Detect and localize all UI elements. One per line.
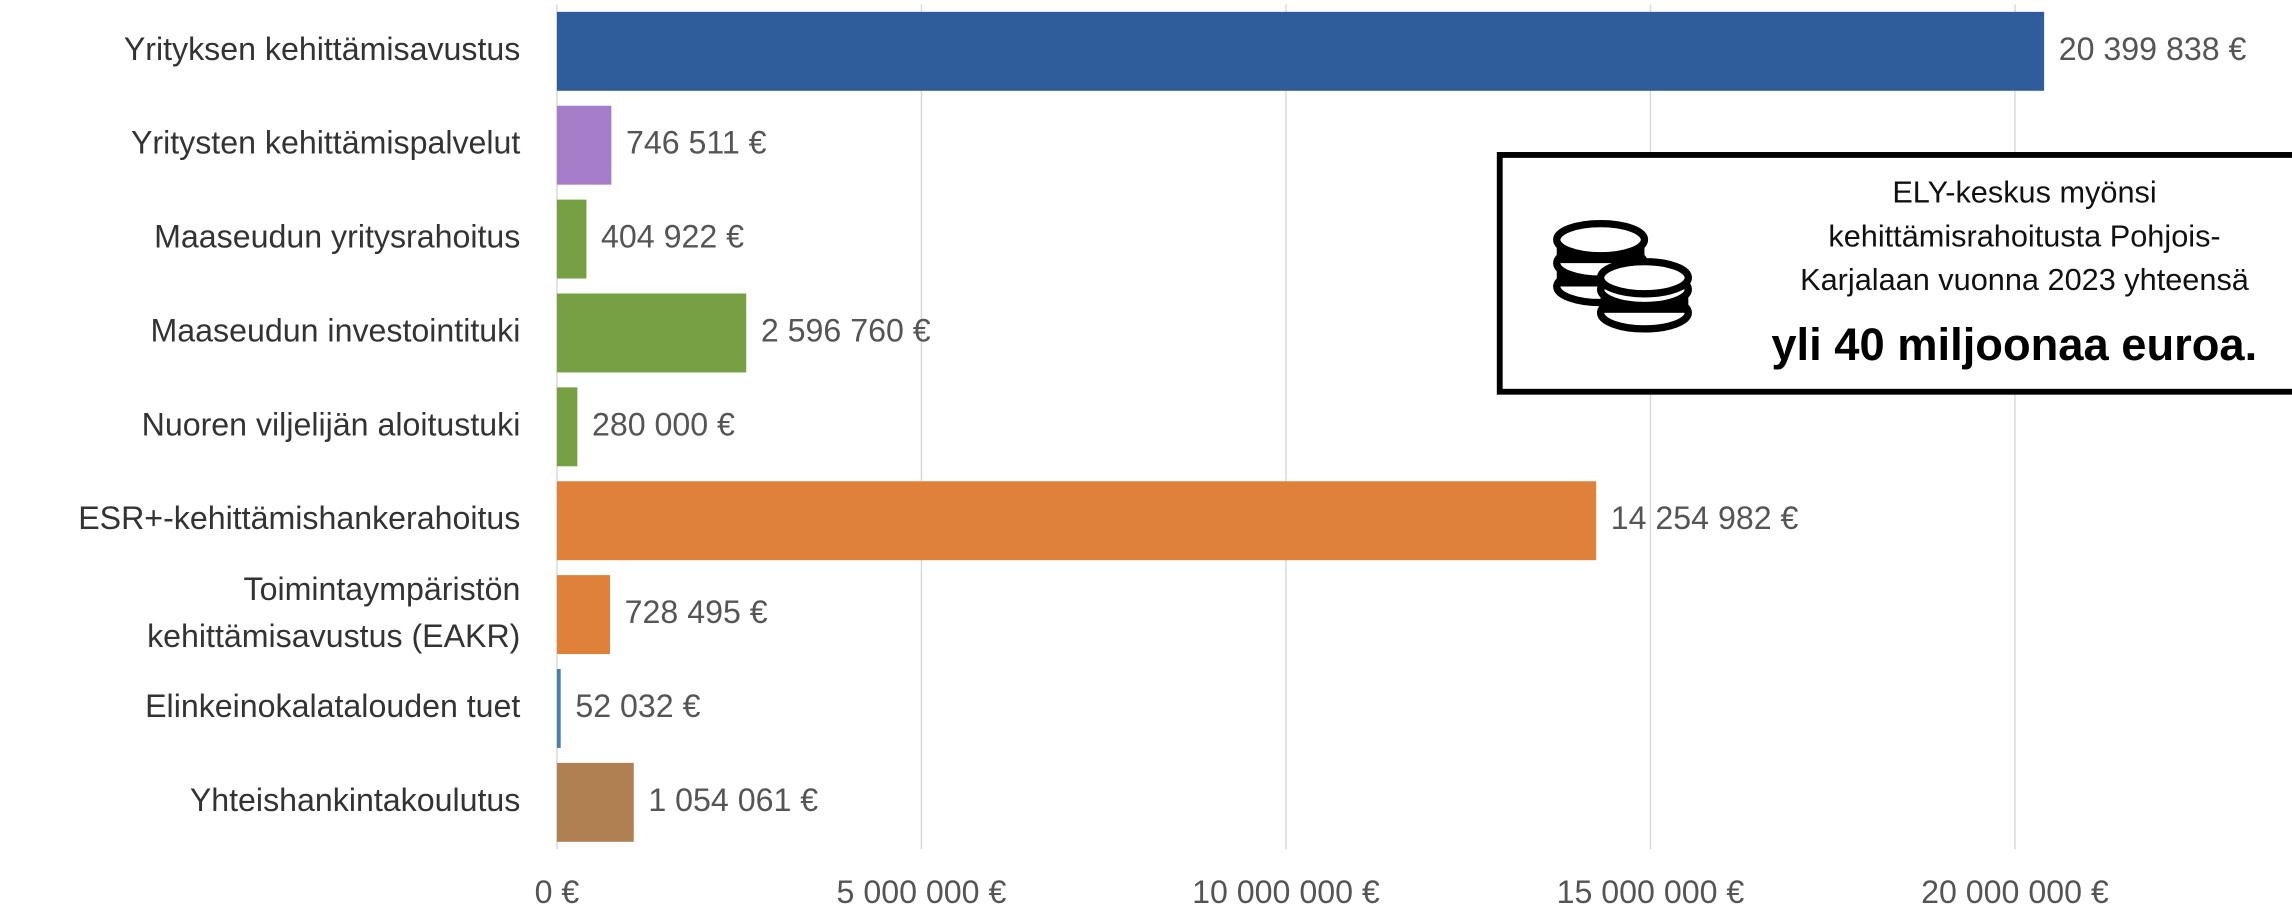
x-tick-label: 10 000 000 € [1192, 874, 1380, 910]
value-label: 1 054 061 € [648, 782, 818, 818]
value-label: 14 254 982 € [1611, 500, 1799, 536]
bars [556, 11, 2045, 842]
category-label: Elinkeinokalatalouden tuet [145, 688, 520, 724]
category-label: Yritysten kehittämispalvelut [131, 125, 520, 161]
value-label: 728 495 € [625, 594, 768, 630]
value-label: 2 596 760 € [761, 312, 931, 348]
bar [556, 199, 587, 279]
bar [556, 575, 611, 655]
annotation-text: ELY-keskus myönsi kehittämisrahoitusta Po… [1800, 175, 2250, 298]
x-tick-label: 0 € [535, 874, 580, 910]
category-label: ESR+-kehittämishankerahoitus [78, 500, 520, 536]
bar [556, 105, 612, 185]
grid [556, 4, 2016, 850]
x-tick-label: 5 000 000 € [837, 874, 1007, 910]
category-label: Toimintaympäristön kehittämisavustus (EAK… [147, 571, 520, 654]
x-tick-label: 20 000 000 € [1921, 874, 2109, 910]
category-label: Maaseudun yritysrahoitus [154, 219, 520, 255]
value-label: 280 000 € [592, 406, 735, 442]
category-label: Yhteishankintakoulutus [190, 782, 521, 818]
annotation-emphasis: yli 40 miljoonaa euroa. [1771, 319, 2257, 370]
bar [556, 762, 634, 842]
category-label: Yrityksen kehittämisavustus [124, 31, 521, 67]
value-label: 52 032 € [575, 688, 700, 724]
value-label: 20 399 838 € [2059, 31, 2247, 67]
bar [556, 11, 2045, 91]
coins-icon [1553, 219, 1692, 333]
x-tick-label: 15 000 000 € [1557, 874, 1745, 910]
bar [556, 293, 747, 373]
bar [556, 668, 561, 748]
category-label: Maaseudun investointituki [151, 312, 521, 348]
value-label: 404 922 € [601, 219, 744, 255]
bar [556, 481, 1597, 561]
category-label: Nuoren viljelijän aloitustuki [142, 406, 521, 442]
value-label: 746 511 € [626, 125, 767, 161]
bar [556, 387, 578, 467]
